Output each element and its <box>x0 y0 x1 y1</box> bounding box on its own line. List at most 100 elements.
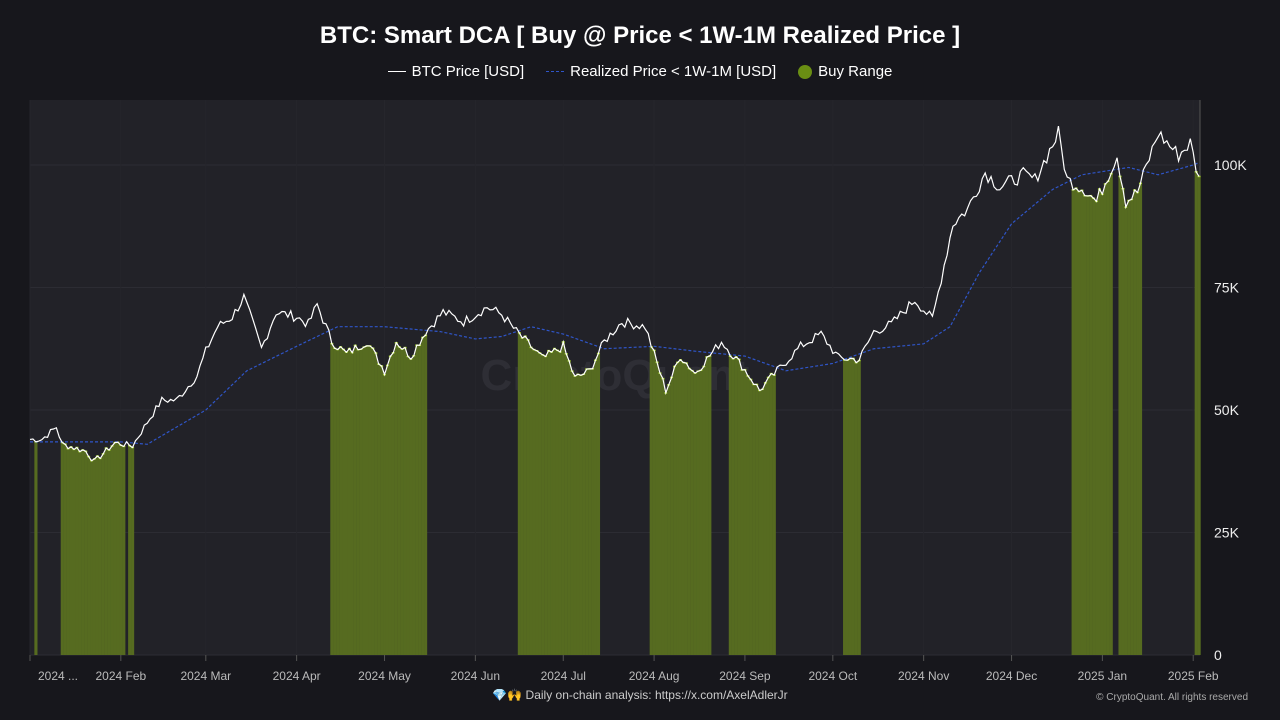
buy-range-bar <box>330 343 334 655</box>
buy-range-bar <box>1077 191 1081 655</box>
buy-range-bar <box>538 352 542 655</box>
buy-range-bar <box>670 377 674 655</box>
buy-range-bar <box>87 456 91 655</box>
legend-item-btc-price[interactable]: BTC Price [USD] <box>387 63 525 80</box>
buy-range-bar <box>681 362 686 655</box>
buy-range-bar <box>409 359 413 655</box>
buy-range-bar <box>1097 188 1102 655</box>
buy-range-bar <box>1133 190 1137 655</box>
buy-range-bar <box>702 366 706 655</box>
dashed-line-swatch <box>546 71 565 72</box>
buy-range-bar <box>746 375 750 655</box>
buy-range-bar <box>113 442 117 655</box>
buy-range-bar <box>520 337 524 655</box>
buy-range-bar <box>573 376 577 655</box>
buy-range-bar <box>374 353 378 655</box>
buy-range-bar <box>92 458 97 655</box>
buy-range-bar <box>678 359 683 655</box>
legend-item-realized-price[interactable]: Realized Price < 1W-1M [USD] <box>546 63 776 80</box>
buy-range-bar <box>582 374 586 655</box>
buy-range-bar <box>843 359 847 655</box>
buy-range-bar <box>740 369 744 655</box>
footer-link[interactable]: 💎🙌 Daily on-chain analysis: https://x.co… <box>492 688 788 702</box>
y-tick-label: 0 <box>1214 647 1222 663</box>
dot-swatch <box>798 64 813 79</box>
buy-range-bar <box>579 375 583 655</box>
x-tick-label: 2024 Jul <box>541 669 586 683</box>
x-tick-label: 2024 Sep <box>719 669 771 683</box>
buy-range-bar <box>336 349 340 655</box>
buy-range-bar <box>84 451 88 655</box>
btc-price-line <box>29 126 1200 462</box>
buy-range-bar <box>1089 195 1093 655</box>
copyright: © CryptoQuant. All rights reserved <box>1096 692 1248 703</box>
buy-range-bar <box>362 347 366 655</box>
buy-range-bar <box>75 447 79 655</box>
chart-title: BTC: Smart DCA [ Buy @ Price < 1W-1M Rea… <box>319 22 961 49</box>
buy-range-bar <box>693 373 697 655</box>
legend-label: Realized Price < 1W-1M [USD] <box>570 63 777 80</box>
y-tick-label: 25K <box>1214 525 1240 541</box>
buy-range-bar <box>359 349 363 655</box>
x-tick-label: 2024 Jun <box>451 669 500 683</box>
buy-range-bar <box>342 349 346 655</box>
buy-range-bar <box>90 460 94 655</box>
buy-range-bar <box>119 445 123 655</box>
buy-range-bar <box>687 368 691 655</box>
x-tick-label: 2024 Oct <box>808 669 857 683</box>
buy-range-bar <box>403 347 407 655</box>
x-tick-label: 2025 Feb <box>1168 669 1219 683</box>
buy-range-bar <box>523 336 527 655</box>
buy-range-bar <box>526 339 530 655</box>
buy-range-bar <box>1080 190 1084 655</box>
legend-label: BTC Price [USD] <box>411 63 525 80</box>
buy-range-bar <box>758 390 762 655</box>
plot-background <box>30 100 1200 655</box>
x-tick-label: 2024 Feb <box>95 669 146 683</box>
buy-range-bar <box>388 356 393 655</box>
buy-range-bar <box>664 392 668 655</box>
buy-range-bar <box>845 360 850 655</box>
buy-range-bar <box>424 335 428 655</box>
buy-range-bar <box>1109 173 1113 655</box>
buy-range-bar <box>371 348 375 655</box>
buy-range-bar <box>385 365 390 655</box>
buy-range-bar <box>1127 200 1131 655</box>
buy-range-bar <box>564 353 568 655</box>
buy-range-bar <box>705 356 709 655</box>
x-tick-label: 2024 Aug <box>629 669 680 683</box>
buy-range-bar <box>1197 176 1201 655</box>
buy-range-bar <box>552 348 557 655</box>
buy-range-bar <box>558 351 562 655</box>
buy-range-bar <box>1106 181 1110 655</box>
buy-range-bar <box>854 362 858 655</box>
buy-range-bar <box>356 349 360 655</box>
buy-range-bar <box>1130 199 1134 655</box>
buy-range-bar <box>684 363 688 655</box>
buy-range-bar <box>555 350 560 655</box>
buy-range-bar <box>743 369 747 655</box>
y-tick-label: 100K <box>1214 157 1247 173</box>
buy-range-bar <box>1074 188 1078 655</box>
buy-range-bar <box>1095 201 1099 655</box>
buy-range-bar <box>737 359 741 655</box>
buy-range-bar <box>131 447 135 655</box>
buy-range-bar <box>380 365 384 655</box>
buy-range-bar <box>1100 194 1105 655</box>
buy-range-bar <box>98 458 102 655</box>
buy-range-bar <box>69 446 73 655</box>
buy-range-bar <box>699 370 703 655</box>
buy-range-bar <box>344 352 349 655</box>
buy-range-bar <box>347 348 351 655</box>
buy-range-bar <box>333 348 337 655</box>
buy-range-bar <box>1083 195 1087 655</box>
buy-range-bar <box>365 345 369 655</box>
buy-range-bar <box>1086 195 1090 655</box>
buy-range-bar <box>353 345 357 655</box>
buy-range-bar <box>676 362 680 655</box>
buy-range-bar <box>541 354 545 655</box>
legend-item-buy-range[interactable]: Buy Range <box>798 63 892 80</box>
buy-range-bar <box>72 449 76 655</box>
buy-range-bar <box>755 384 759 655</box>
